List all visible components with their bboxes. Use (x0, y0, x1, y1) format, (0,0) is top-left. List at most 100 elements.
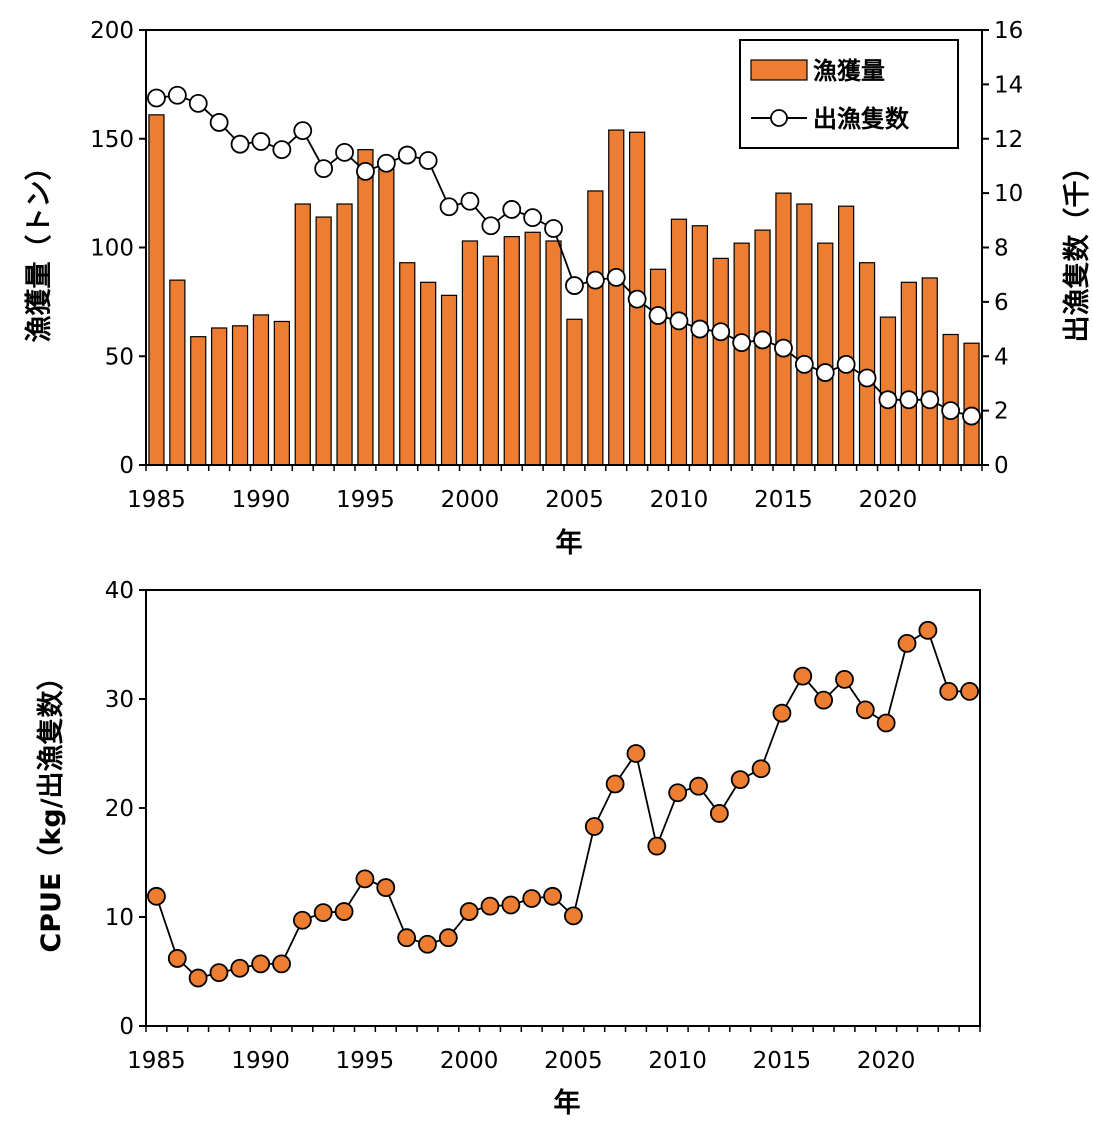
legend-catch-label: 漁獲量 (813, 57, 885, 85)
vessels-point (815, 363, 835, 382)
catch-bar (273, 320, 290, 466)
catch-bar (294, 203, 311, 466)
catch-bar (440, 294, 458, 466)
vessels-point (962, 406, 981, 426)
vessels-point (794, 355, 814, 374)
catch-bar (796, 203, 813, 466)
vessels-point (460, 191, 480, 211)
cpue-point (438, 928, 458, 948)
cpue-point (522, 889, 542, 908)
legend-catch-swatch (750, 59, 808, 81)
vessels-point (230, 134, 250, 154)
catch-bar (148, 114, 165, 466)
cpue-point (313, 903, 333, 923)
top-x-axis-ticks: 1985 1990 1995 2000 2005 2010 2015 2020 (127, 465, 983, 513)
vessels-point (167, 85, 187, 105)
cpue-point (209, 963, 229, 982)
catch-bar (566, 318, 583, 466)
vessels-point (878, 390, 898, 410)
top-x-tick-label: 1985 (127, 487, 186, 513)
vessels-point (523, 208, 543, 227)
catch-bar (482, 255, 499, 466)
cpue-point (147, 886, 166, 906)
catch-bars (148, 114, 980, 466)
catch-y-tick-label: 100 (90, 236, 134, 262)
vessels-y-tick-label: 0 (994, 453, 1009, 479)
vessels-y-tick-label: 4 (994, 344, 1009, 370)
bottom-x-axis-ticks: 1985 1990 1995 2000 2005 2010 2015 2020 (127, 1026, 981, 1074)
bottom-x-tick-label: 2005 (544, 1048, 603, 1074)
catch-bar (169, 279, 186, 466)
catch-bar (315, 216, 332, 466)
catch-bar (336, 203, 353, 466)
cpue-point (251, 954, 271, 974)
catch-bar (231, 325, 249, 466)
legend: 漁獲量 出漁隻数 (739, 39, 959, 149)
bottom-x-axis-label: 年 (554, 1087, 581, 1119)
catch-bar (211, 327, 228, 466)
top-x-tick-label: 2010 (650, 487, 709, 513)
catch-bar (670, 218, 688, 466)
catch-bar (858, 262, 876, 466)
catch-bar (545, 240, 562, 466)
catch-bar (587, 190, 604, 466)
catch-bar (461, 240, 479, 466)
vessels-point (711, 322, 731, 342)
top-x-tick-label: 1995 (336, 487, 395, 513)
cpue-point (626, 744, 646, 763)
vessels-point (314, 159, 334, 179)
top-x-tick-label: 1990 (232, 487, 291, 513)
cpue-point (376, 878, 396, 897)
cpue-point (772, 703, 792, 723)
bottom-x-tick-label: 1995 (336, 1048, 395, 1074)
top-x-tick-label: 2000 (441, 487, 500, 513)
cpue-point (751, 759, 771, 779)
cpue-point (292, 910, 312, 930)
cpue-y-axis-label: CPUE（kg/出漁隻数） (35, 663, 67, 952)
catch-bar (712, 257, 729, 466)
vessels-point (397, 145, 417, 165)
cpue-y-tick-label: 40 (105, 578, 134, 604)
cpue-point (647, 836, 667, 856)
catch-bar (357, 149, 374, 466)
cpue-point (501, 895, 521, 915)
vessels-y-axis-label: 出漁隻数（千） (1061, 154, 1093, 343)
cpue-point (835, 669, 854, 689)
cpue-line (147, 620, 979, 988)
cpue-point (605, 774, 625, 794)
vessels-point (585, 270, 605, 290)
cpue-point (167, 949, 187, 968)
vessels-y-axis-ticks: 0 2 4 6 8 10 12 14 16 (982, 18, 1023, 479)
vessels-point (774, 338, 793, 358)
vessels-point (565, 276, 584, 295)
vessels-point (418, 151, 438, 170)
cpue-point (334, 902, 354, 921)
cpue-point (188, 968, 208, 988)
cpue-point (855, 700, 875, 720)
vessels-point (439, 197, 459, 217)
catch-bar (420, 281, 437, 466)
catch-bar (503, 236, 520, 466)
cpue-point (939, 681, 959, 701)
vessels-y-tick-label: 2 (994, 399, 1009, 425)
cpue-point (960, 681, 979, 701)
catch-bar (378, 168, 395, 466)
catch-y-axis-ticks: 0 50 100 150 200 (90, 18, 146, 479)
catch-bar (838, 205, 855, 466)
catch-y-tick-label: 0 (119, 453, 134, 479)
vessels-point (836, 355, 856, 374)
top-x-tick-label: 2015 (754, 487, 813, 513)
cpue-point (709, 804, 729, 823)
vessels-point (293, 121, 313, 140)
vessels-point (669, 311, 689, 331)
catch-bar (775, 192, 792, 466)
catch-bar (608, 129, 625, 466)
catch-bar (691, 225, 708, 466)
legend-vessels-label: 出漁隻数 (813, 105, 910, 133)
bottom-x-tick-label: 2020 (857, 1048, 916, 1074)
vessels-y-tick-label: 14 (994, 72, 1023, 98)
catch-bar (252, 314, 270, 466)
vessels-point (857, 368, 877, 388)
cpue-chart: 0 10 20 30 40 1985 1990 1995 2000 2005 2010 2015 20… (35, 578, 981, 1119)
